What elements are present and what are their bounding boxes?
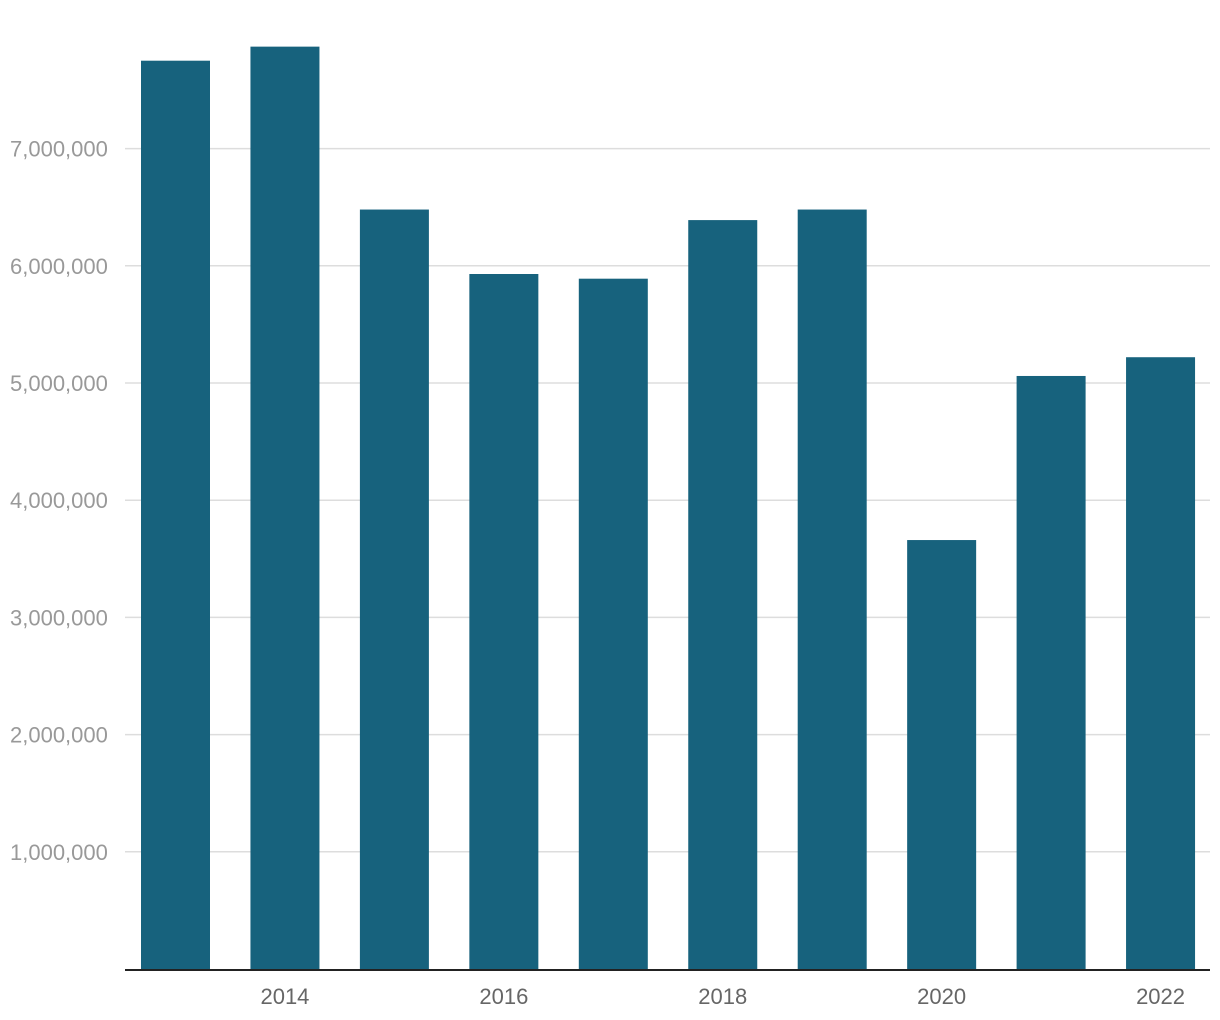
y-tick-label: 1,000,000 (10, 840, 108, 865)
bar-2016 (469, 274, 539, 969)
x-tick-label: 2018 (698, 984, 747, 1009)
bar-2013 (141, 60, 210, 969)
x-tick-label: 2020 (917, 984, 966, 1009)
y-tick-label: 4,000,000 (10, 488, 108, 513)
bar-2017 (578, 278, 648, 969)
y-tick-label: 2,000,000 (10, 723, 108, 748)
y-tick-label: 3,000,000 (10, 605, 108, 630)
x-tick-label: 2022 (1136, 984, 1185, 1009)
bar-2020 (907, 540, 977, 969)
y-tick-labels: 1,000,000 2,000,000 3,000,000 4,000,000 5,00… (10, 137, 108, 865)
bars (141, 46, 1196, 970)
bar-2014 (250, 46, 320, 970)
bar-2021 (1016, 375, 1086, 969)
bar-2015 (359, 209, 429, 969)
x-tick-labels: 2014 2016 2018 2020 2022 (260, 984, 1185, 1009)
x-tick-label: 2016 (479, 984, 528, 1009)
y-tick-label: 7,000,000 (10, 137, 108, 162)
bar-2018 (688, 220, 758, 970)
y-tick-label: 5,000,000 (10, 371, 108, 396)
bar-2022 (1126, 357, 1196, 969)
x-tick-label: 2014 (260, 984, 309, 1009)
y-tick-label: 6,000,000 (10, 254, 108, 279)
bar-2019 (797, 209, 867, 969)
